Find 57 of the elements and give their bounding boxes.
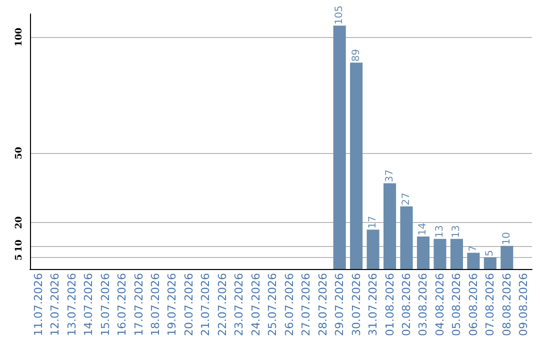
x-tick-label: 29.07.2026 — [333, 273, 346, 336]
bar — [450, 238, 463, 269]
data-label: 27 — [401, 192, 412, 206]
x-tick-label: 01.08.2026 — [383, 273, 396, 336]
data-label: 14 — [418, 222, 429, 236]
x-tick-label: 08.08.2026 — [500, 273, 514, 336]
x-tick-label: 07.08.2026 — [484, 273, 497, 336]
y-tick-label: 5 — [14, 254, 24, 261]
bar — [416, 236, 430, 269]
x-tick-label: 23.07.2026 — [232, 273, 246, 336]
x-tick-label: 11.07.2026 — [32, 273, 45, 336]
x-tick-label: 05.08.2026 — [450, 273, 464, 336]
x-tick-label: 24.07.2026 — [249, 273, 262, 336]
data-label: 89 — [350, 48, 362, 62]
bar — [400, 206, 413, 269]
x-tick-label: 06.08.2026 — [466, 273, 480, 336]
data-label: 13 — [434, 225, 446, 238]
data-label: 10 — [501, 232, 512, 245]
x-tick-label: 26.07.2026 — [282, 273, 296, 336]
y-tick-label: 10 — [14, 240, 24, 252]
x-tick-label: 16.07.2026 — [116, 273, 129, 336]
bar — [434, 238, 446, 269]
bar — [383, 183, 396, 269]
x-tick-label: 28.07.2026 — [316, 273, 330, 336]
x-tick-label: 18.07.2026 — [149, 273, 162, 336]
x-tick-label: 20.07.2026 — [182, 273, 196, 336]
data-label: 13 — [451, 225, 462, 238]
x-tick-label: 27.07.2026 — [300, 273, 313, 336]
x-tick-label: 21.07.2026 — [199, 273, 212, 336]
bar — [484, 257, 496, 269]
x-tick-label: 30.07.2026 — [350, 273, 363, 336]
bar — [333, 26, 346, 269]
bar — [500, 246, 514, 269]
y-tick-label: 20 — [14, 216, 24, 229]
y-tick-label: 100 — [14, 28, 24, 47]
y-tick-label: 50 — [14, 146, 24, 160]
x-tick-label: 09.08.2026 — [517, 273, 530, 336]
x-tick-label: 25.07.2026 — [266, 273, 280, 336]
x-tick-label: 22.07.2026 — [216, 273, 229, 336]
x-tick-label: 14.07.2026 — [82, 273, 96, 336]
data-label: 5 — [484, 250, 496, 256]
x-tick-label: 02.08.2026 — [400, 273, 413, 336]
x-tick-label: 31.07.2026 — [366, 273, 380, 336]
bar — [366, 230, 380, 269]
x-tick-label: 15.07.2026 — [98, 273, 112, 336]
data-label: 7 — [468, 245, 479, 252]
data-label: 37 — [384, 169, 396, 182]
bar — [350, 62, 363, 269]
x-tick-label: 03.08.2026 — [416, 273, 430, 336]
data-label: 17 — [368, 216, 379, 229]
data-label: 105 — [334, 5, 346, 25]
x-tick-label: 12.07.2026 — [48, 273, 62, 336]
x-tick-label: 17.07.2026 — [132, 273, 146, 336]
x-tick-label: 19.07.2026 — [166, 273, 179, 336]
bar — [467, 252, 480, 269]
x-tick-label: 13.07.2026 — [65, 273, 78, 336]
x-tick-label: 04.08.2026 — [433, 273, 446, 336]
